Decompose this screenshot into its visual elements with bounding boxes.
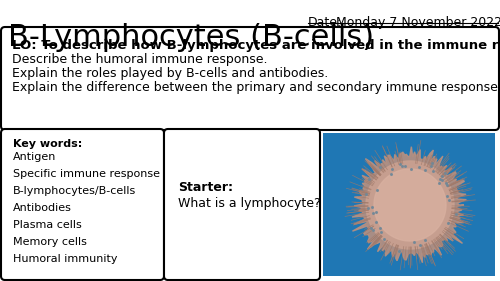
Text: Describe the humoral immune response.: Describe the humoral immune response. [12,53,268,66]
FancyBboxPatch shape [164,129,320,280]
Text: B-Lymphocytes (B-cells): B-Lymphocytes (B-cells) [8,23,374,52]
Text: Antibodies: Antibodies [13,203,72,213]
Text: Memory cells: Memory cells [13,237,87,247]
Text: Explain the difference between the primary and secondary immune response.: Explain the difference between the prima… [12,81,500,94]
Polygon shape [352,147,467,263]
Text: Plasma cells: Plasma cells [13,220,82,230]
Text: B-lymphocytes/B-cells: B-lymphocytes/B-cells [13,186,136,196]
Bar [323,133,495,276]
Text: Antigen: Antigen [13,152,57,162]
Text: Starter:: Starter: [178,181,233,194]
Text: Monday 7 November 2022: Monday 7 November 2022 [328,16,500,29]
Text: Humoral immunity: Humoral immunity [13,254,118,264]
Text: LO: To describe how B-lymphocytes are involved in the immune response...: LO: To describe how B-lymphocytes are in… [12,39,500,52]
Text: Specific immune response: Specific immune response [13,169,160,179]
Bar [323,133,495,276]
Polygon shape [366,161,454,249]
Text: Explain the roles played by B-cells and antibodies.: Explain the roles played by B-cells and … [12,67,328,80]
Polygon shape [374,169,446,241]
FancyBboxPatch shape [1,129,164,280]
Text: Key words:: Key words: [13,139,82,149]
Text: What is a lymphocyte?: What is a lymphocyte? [178,197,320,210]
Text: Date:: Date: [308,16,342,29]
FancyBboxPatch shape [1,27,499,130]
